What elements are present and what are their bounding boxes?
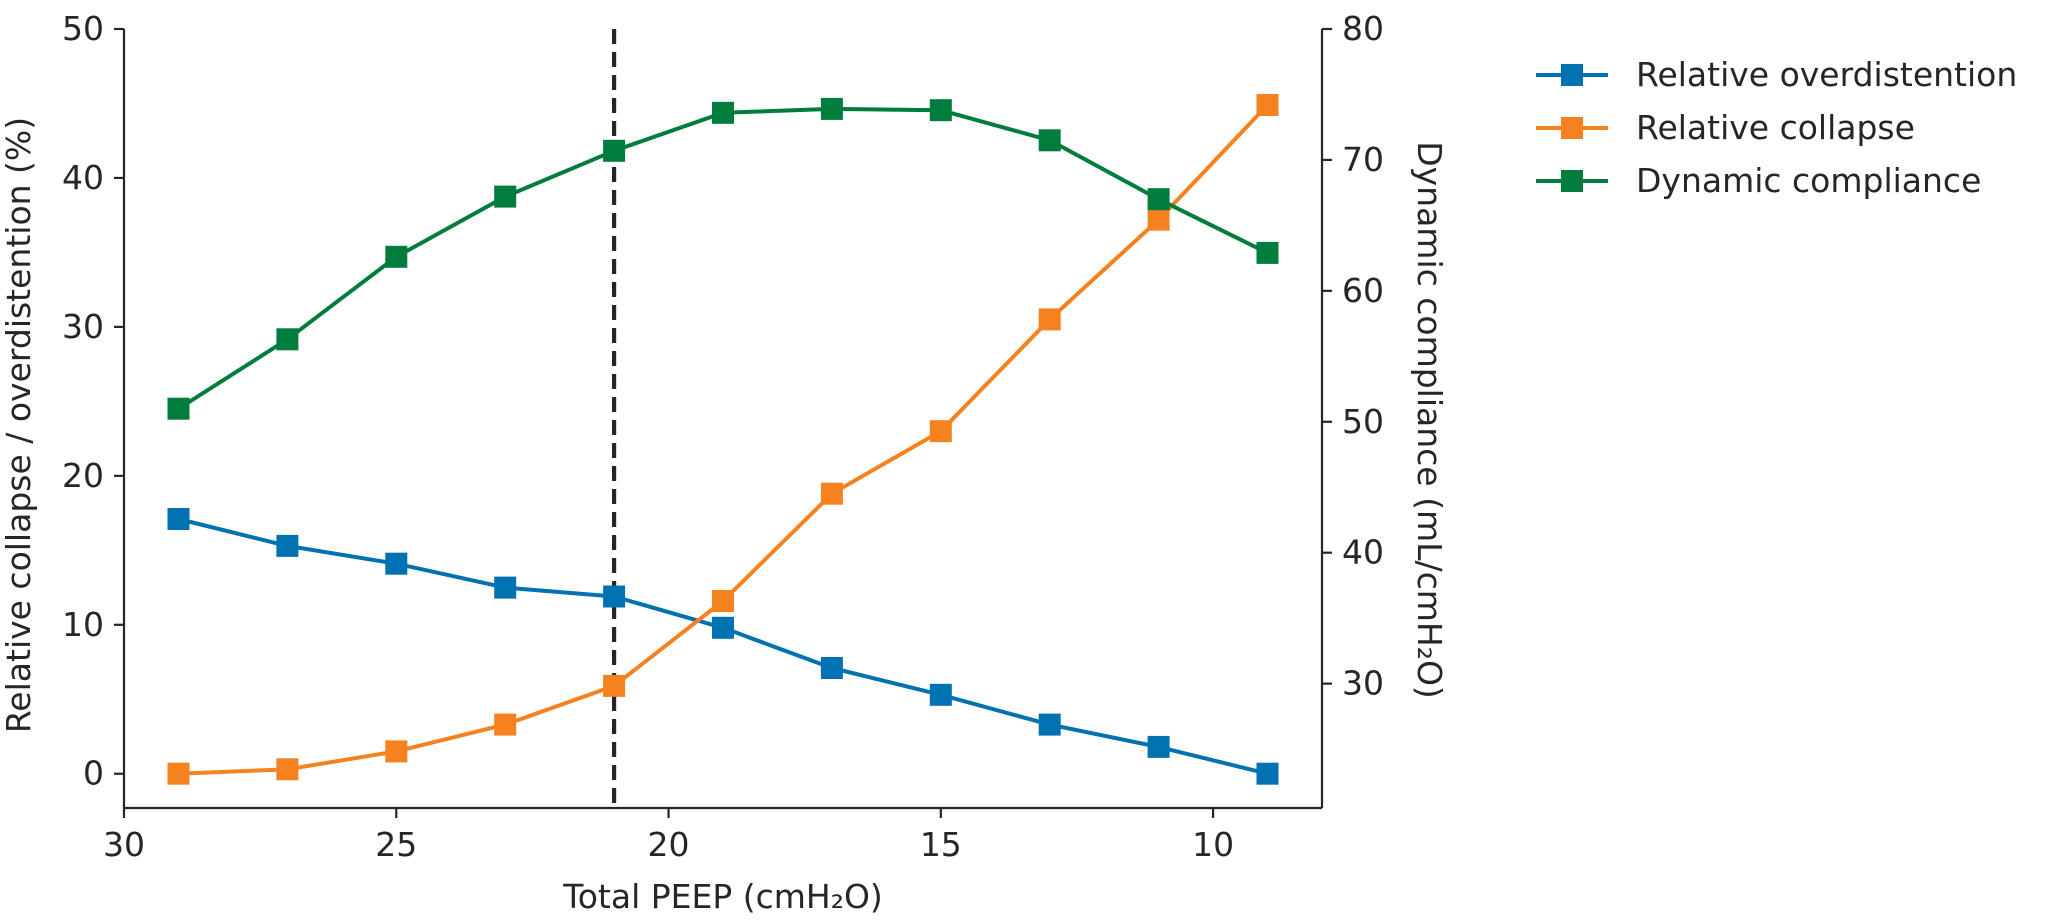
series-dynamic-compliance bbox=[167, 97, 1279, 420]
data-point bbox=[494, 576, 517, 599]
y-left-tick-label: 10 bbox=[62, 605, 104, 644]
data-point bbox=[603, 585, 626, 608]
y-left-tick-label: 20 bbox=[62, 456, 104, 495]
legend-label: Dynamic compliance bbox=[1636, 161, 1981, 200]
ticks: 30 25 20 15 10 0 10 20 30 40 50 30 40 50 60 70 80 bbox=[62, 9, 1384, 864]
data-point bbox=[712, 101, 734, 124]
legend-label: Relative overdistention bbox=[1636, 55, 2017, 94]
data-point bbox=[1147, 188, 1170, 211]
data-point bbox=[1147, 735, 1170, 758]
data-point bbox=[1038, 713, 1061, 736]
legend-item: Relative overdistention bbox=[1536, 55, 2017, 94]
x-tick-label: 20 bbox=[648, 825, 690, 864]
data-point bbox=[494, 185, 517, 208]
legend-marker bbox=[1561, 170, 1583, 192]
y-right-tick-label: 70 bbox=[1342, 140, 1384, 179]
data-point bbox=[1256, 94, 1279, 116]
data-point bbox=[494, 713, 517, 736]
legend-marker bbox=[1561, 117, 1583, 139]
data-point bbox=[167, 397, 190, 420]
y-left-tick-label: 50 bbox=[62, 9, 104, 48]
x-tick-label: 15 bbox=[920, 825, 962, 864]
y-right-tick-label: 40 bbox=[1342, 533, 1384, 572]
legend-item: Dynamic compliance bbox=[1536, 161, 1981, 200]
data-point bbox=[276, 758, 299, 781]
data-point bbox=[929, 683, 952, 706]
y-left-tick-label: 0 bbox=[83, 754, 104, 793]
x-axis-title: Total PEEP (cmH₂O) bbox=[562, 877, 883, 916]
data-point bbox=[820, 657, 843, 679]
data-point bbox=[929, 420, 952, 443]
series-relative-overdistention bbox=[167, 508, 1279, 785]
legend-label: Relative collapse bbox=[1636, 108, 1915, 147]
data-point bbox=[820, 482, 843, 505]
x-tick-label: 10 bbox=[1192, 825, 1234, 864]
data-point bbox=[385, 740, 408, 763]
y-left-tick-label: 40 bbox=[62, 158, 104, 197]
data-point bbox=[1256, 762, 1279, 785]
data-point bbox=[276, 328, 299, 351]
data-point bbox=[929, 99, 952, 122]
data-point bbox=[1147, 208, 1170, 231]
data-point bbox=[603, 139, 626, 162]
data-point bbox=[385, 245, 408, 268]
data-point bbox=[712, 590, 734, 612]
legend: Relative overdistention Relative collapse… bbox=[1536, 55, 2017, 200]
legend-marker bbox=[1561, 64, 1583, 86]
y-right-tick-label: 60 bbox=[1342, 271, 1384, 310]
data-point bbox=[385, 552, 408, 575]
series bbox=[167, 94, 1279, 785]
x-tick-label: 25 bbox=[375, 825, 417, 864]
data-point bbox=[603, 674, 626, 697]
data-point bbox=[167, 508, 190, 530]
series-relative-collapse bbox=[167, 94, 1279, 785]
data-point bbox=[820, 97, 843, 120]
y-axis-title-right: Dynamic compliance (mL/cmH₂O) bbox=[1410, 141, 1449, 699]
data-point bbox=[276, 534, 299, 557]
data-point bbox=[167, 762, 190, 785]
y-right-tick-label: 30 bbox=[1342, 664, 1384, 703]
x-tick-label: 30 bbox=[103, 825, 145, 864]
y-left-tick-label: 30 bbox=[62, 307, 104, 346]
data-point bbox=[712, 616, 734, 639]
y-axis-title-left: Relative collapse / overdistention (%) bbox=[0, 117, 38, 733]
data-point bbox=[1038, 129, 1061, 152]
legend-item: Relative collapse bbox=[1536, 108, 1915, 147]
y-right-tick-label: 50 bbox=[1342, 402, 1384, 441]
data-point bbox=[1256, 241, 1279, 264]
y-right-tick-label: 80 bbox=[1342, 9, 1384, 48]
data-point bbox=[1038, 308, 1061, 331]
